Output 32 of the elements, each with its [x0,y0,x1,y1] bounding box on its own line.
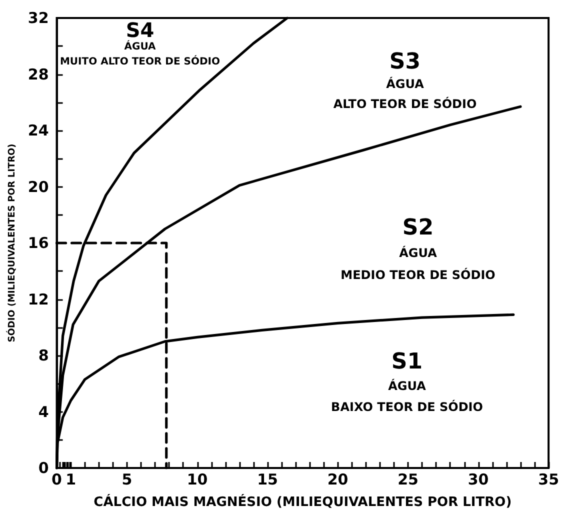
x-tick-label: 10 [186,470,208,488]
annotation: ÁGUA [124,40,156,52]
y-tick-label: 0 [38,459,49,477]
annotation: MUITO ALTO TEOR DE SÓDIO [60,54,220,68]
y-tick-label: 28 [28,65,49,84]
y-tick-label: 12 [28,290,49,308]
x-tick-label: 30 [468,470,489,488]
x-tick-label: 5 [122,470,132,488]
y-tick-label: 4 [38,402,49,421]
x-tick-label: 1 [66,470,76,488]
annotation: S3 [389,50,421,74]
annotation: ÁGUA [388,378,427,393]
annotation: ÁGUA [386,76,425,91]
y-tick-label: 8 [38,346,49,364]
y-tick-label: 24 [28,122,49,140]
x-tick-label: 35 [538,470,559,488]
y-tick-label: 20 [28,178,49,196]
x-tick-label: 15 [257,470,278,488]
x-axis-title: CÁLCIO MAIS MAGNÉSIO (MILIEQUIVALENTES POR LITRO) [94,493,512,510]
x-tick-label: 0 [52,470,62,488]
x-tick-label: 20 [327,470,348,488]
annotation: S2 [402,216,434,240]
annotation: S1 [391,350,423,374]
annotation: BAIXO TEOR DE SÓDIO [331,399,483,414]
y-tick-label: 32 [28,9,49,27]
y-tick-label: 16 [28,234,49,252]
annotation: ÁGUA [399,245,438,260]
y-axis-title: SÓDIO (MILIEQUIVALENTES POR LITRO) [6,144,18,342]
annotation: S4 [126,18,154,42]
annotation: MEDIO TEOR DE SÓDIO [340,267,496,282]
annotation: ALTO TEOR DE SÓDIO [333,96,477,111]
x-tick-label: 25 [398,470,418,488]
